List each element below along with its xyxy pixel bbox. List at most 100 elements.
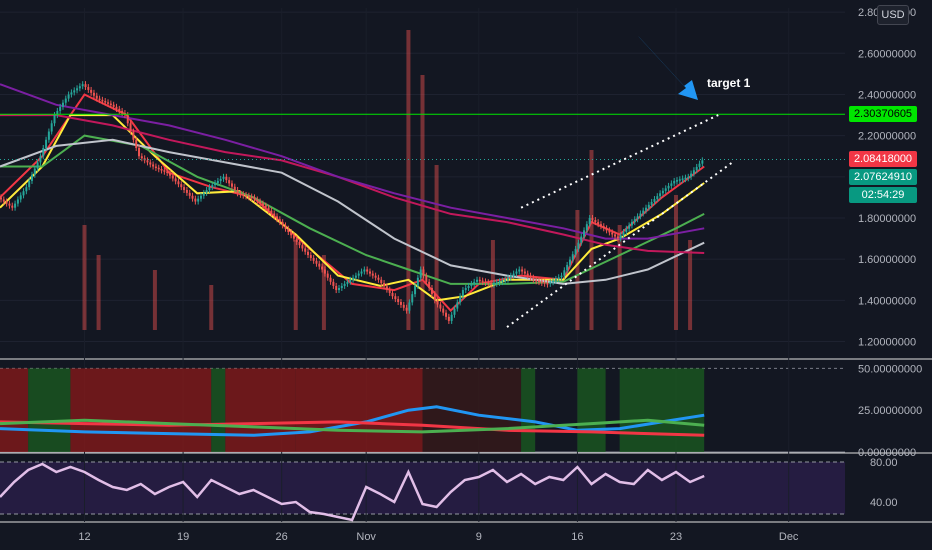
candle-body: [583, 230, 586, 237]
candle-body: [667, 185, 670, 189]
candle-body: [456, 302, 459, 309]
candle-body: [140, 156, 143, 159]
indicator-line: [0, 418, 705, 434]
trendlines: [506, 114, 733, 328]
candle-body: [450, 314, 453, 321]
x-tick-label: 23: [670, 531, 682, 543]
target-annotation: target 1: [707, 76, 751, 90]
candle-body: [61, 102, 64, 107]
candle-body: [470, 283, 473, 286]
candle-body: [594, 220, 597, 223]
candle-body: [304, 248, 307, 252]
candle-body: [684, 177, 687, 180]
y-tick-label: 1.60000000: [858, 254, 916, 266]
candle-body: [278, 219, 281, 223]
candle-body: [292, 235, 295, 239]
candle-body: [478, 279, 481, 282]
candle-body: [495, 282, 498, 284]
candle-body: [442, 308, 445, 313]
candle-body: [104, 101, 107, 103]
currency-button[interactable]: USD: [877, 5, 909, 25]
candle-body: [408, 302, 411, 311]
candle-body: [560, 275, 563, 278]
candle-body: [270, 210, 273, 214]
candle-body: [411, 294, 414, 303]
candle-body: [571, 254, 574, 260]
indicator-band: [422, 368, 522, 452]
candle-body: [276, 216, 279, 220]
candle-body: [656, 196, 659, 200]
candle-body: [436, 300, 439, 305]
candle-body: [391, 292, 394, 297]
rsi-background: [0, 462, 845, 514]
candle-body: [245, 194, 248, 197]
candle-body: [433, 294, 436, 301]
candle-body: [53, 115, 56, 124]
candle-body: [59, 106, 62, 111]
price-tag: 2.08418000: [849, 151, 917, 168]
candle-body: [645, 207, 648, 211]
candle-body: [402, 304, 405, 308]
candle-body: [597, 222, 600, 225]
candle-body: [518, 269, 521, 272]
x-tick-label: 12: [78, 531, 90, 543]
candle-body: [36, 162, 39, 169]
candle-body: [507, 277, 509, 280]
candle-body: [261, 203, 264, 206]
candle-body: [78, 86, 81, 89]
candle-body: [70, 92, 73, 95]
candle-body: [247, 195, 250, 198]
trendline: [520, 114, 719, 209]
candle-body: [546, 283, 549, 285]
candle-body: [611, 232, 614, 235]
indicator-y-tick-label: 25.00000000: [858, 405, 922, 417]
candle-body: [636, 216, 639, 220]
candle-body: [577, 242, 580, 249]
candle-body: [690, 173, 693, 177]
candle-body: [281, 222, 284, 226]
candle-body: [174, 178, 177, 182]
candle-body: [166, 171, 169, 173]
y-tick-label: 1.40000000: [858, 295, 916, 307]
candle-body: [90, 89, 93, 93]
candle-body: [484, 281, 487, 283]
candle-body: [476, 279, 479, 282]
indicator-line: [0, 405, 705, 437]
candle-body: [126, 115, 129, 124]
candle-body: [352, 277, 355, 280]
candle-body: [357, 273, 360, 276]
candle-body: [605, 228, 608, 231]
candle-body: [2, 199, 5, 202]
moving-average-line: [0, 114, 705, 254]
candle-body: [453, 308, 456, 315]
candle-body: [430, 288, 433, 295]
volume-bar: [321, 255, 326, 330]
x-tick-label: Nov: [356, 531, 376, 543]
indicator-band: [70, 368, 212, 452]
candle-body: [628, 225, 631, 229]
candle-body: [64, 98, 67, 103]
candle-body: [315, 260, 318, 264]
candle-body: [422, 269, 425, 276]
candle-body: [487, 282, 490, 284]
indicator-band: [211, 368, 226, 452]
candle-body: [585, 224, 588, 231]
candle-body: [383, 283, 386, 287]
target-line: [0, 113, 845, 160]
candle-body: [532, 277, 535, 280]
candle-body: [498, 281, 501, 283]
candle-body: [397, 299, 400, 302]
volume-bar: [589, 150, 594, 330]
indicator-band: [28, 368, 71, 452]
candle-body: [188, 192, 191, 196]
candle-body: [326, 273, 329, 278]
candle-body: [549, 282, 552, 284]
candle-body: [563, 270, 566, 276]
candle-body: [332, 281, 335, 286]
candle-body: [515, 271, 518, 274]
candle-body: [264, 205, 267, 208]
candle-body: [501, 280, 504, 283]
candle-body: [5, 201, 8, 204]
candle-body: [211, 185, 214, 188]
